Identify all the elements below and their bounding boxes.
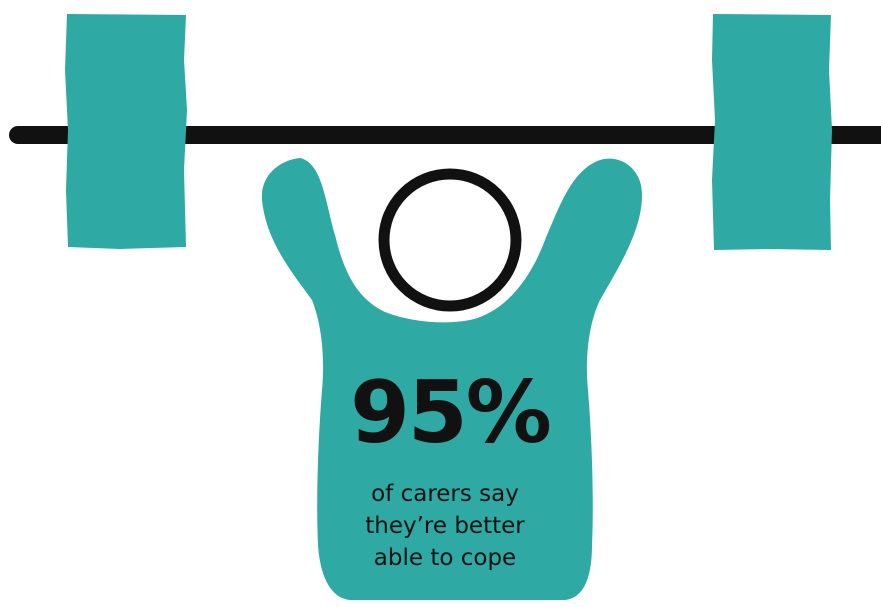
right-weight-plate	[712, 14, 832, 250]
stat-value: 95%	[350, 363, 552, 463]
caption-line: able to cope	[373, 545, 517, 571]
lifter-body	[261, 158, 642, 600]
caption-line: of carers say	[371, 481, 519, 507]
left-weight-plate	[65, 14, 187, 249]
caption-line: they’re better	[365, 513, 525, 539]
stat-caption: of carers say they’re better able to cop…	[290, 478, 600, 574]
lifter-head	[378, 168, 522, 312]
